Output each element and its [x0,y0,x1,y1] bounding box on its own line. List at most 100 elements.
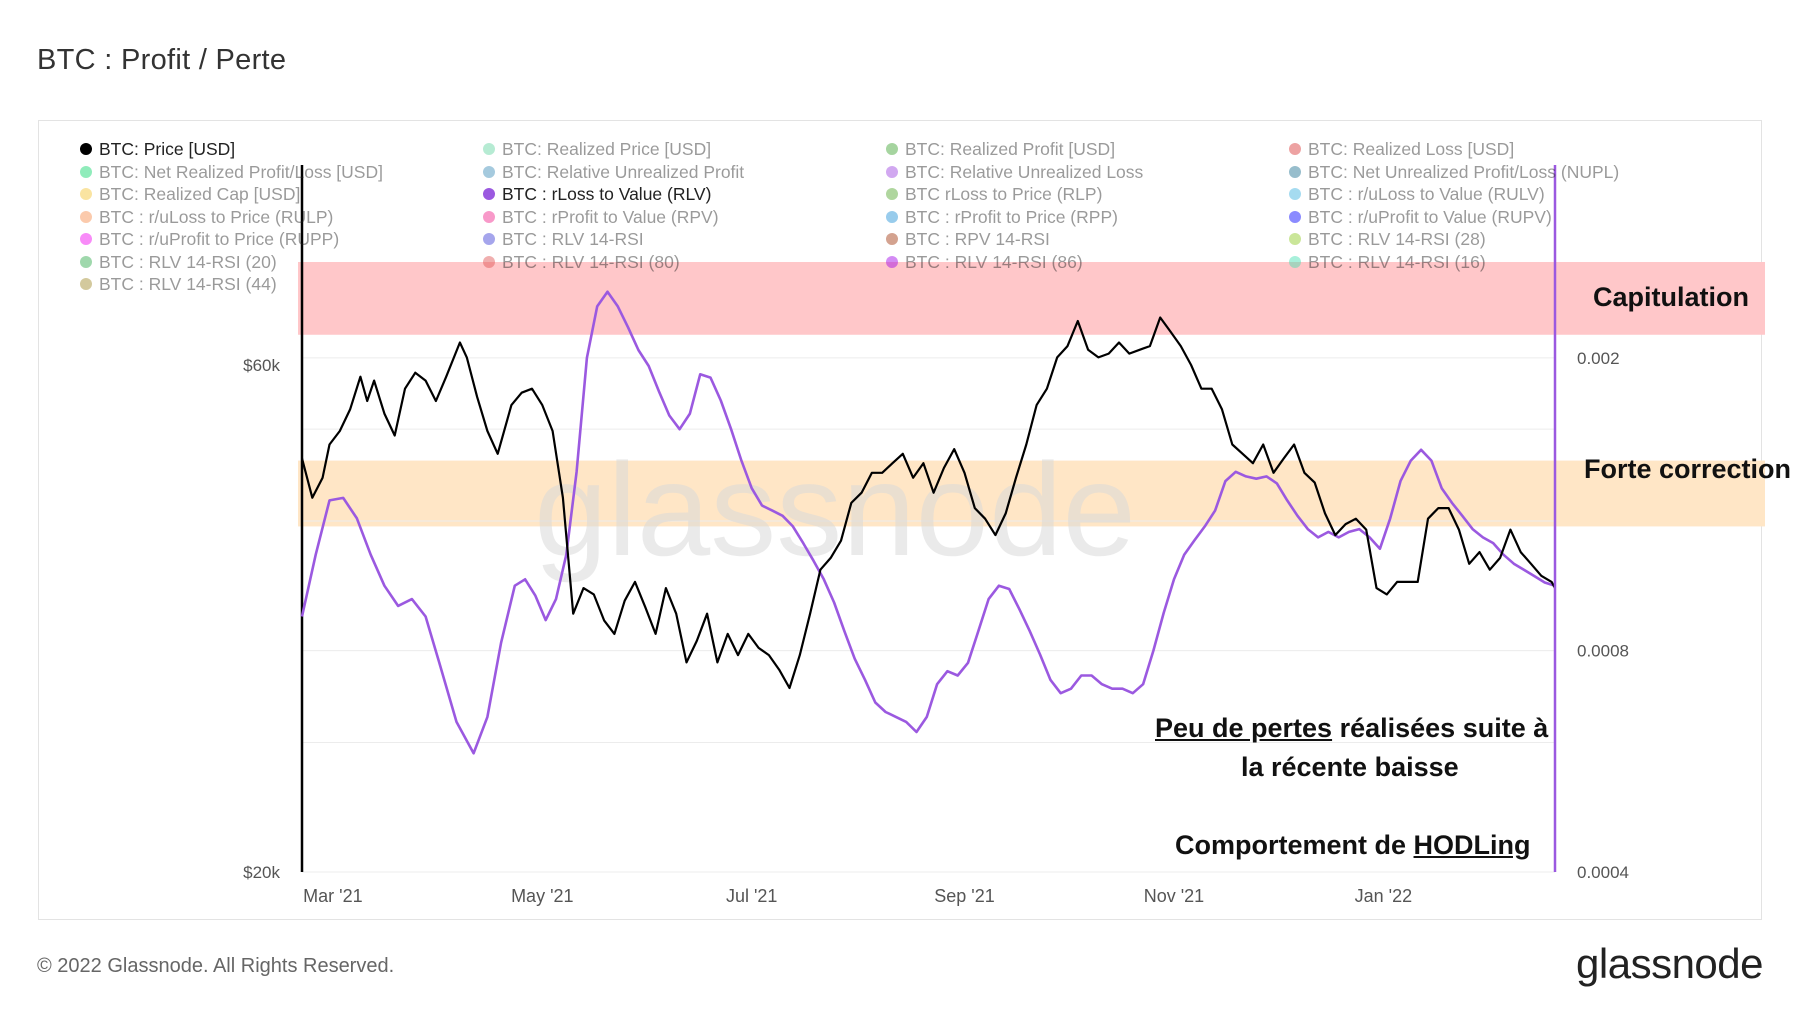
annotation-losses-rest: réalisées suite à [1332,713,1549,743]
legend-dot-icon [886,210,898,223]
legend-label: BTC : RLV 14-RSI (28) [1308,229,1486,249]
y-right-tick-label: 0.0008 [1577,642,1629,661]
legend-dot-icon [483,210,495,223]
annotation-hodl: Comportement de HODLing [1175,830,1531,861]
legend-dot-icon [1289,210,1301,223]
y-right-tick-label: 0.002 [1577,349,1620,368]
annotation-losses: Peu de pertes réalisées suite à [1155,713,1548,744]
legend-item[interactable]: BTC: Net Unrealized Profit/Loss (NUPL) [1289,161,1692,184]
legend-label: BTC: Realized Profit [USD] [905,139,1116,159]
legend-item[interactable]: BTC : RPV 14-RSI [886,228,1289,251]
annotation-hodl-text: Comportement de [1175,830,1414,860]
x-tick-label: Nov '21 [1144,886,1204,906]
legend-item[interactable]: BTC: Net Realized Profit/Loss [USD] [80,161,483,184]
legend-item[interactable]: BTC: Realized Cap [USD] [80,183,483,206]
y-left-tick-label: $60k [243,356,280,375]
price-line [300,316,1556,690]
x-tick-label: Mar '21 [303,886,362,906]
legend-dot-icon [886,255,898,268]
legend-label: BTC: Net Unrealized Profit/Loss (NUPL) [1308,161,1620,182]
legend-label: BTC : RLV 14-RSI (20) [99,251,277,272]
legend-item[interactable]: BTC : RLV 14-RSI (44) [80,273,483,296]
x-tick-label: Jan '22 [1355,886,1412,906]
page-title: BTC : Profit / Perte [37,44,287,76]
y-right-tick-label: 0.0004 [1577,863,1629,882]
legend-item[interactable]: BTC : r/uProfit to Price (RUPP) [80,228,483,251]
legend-label: BTC : RLV 14-RSI (44) [99,274,277,294]
y-left-tick-label: $20k [243,863,280,882]
legend-dot-icon [483,188,495,201]
legend-label: BTC : rProfit to Value (RPV) [502,206,719,227]
legend-label: BTC : RLV 14-RSI (86) [905,251,1083,272]
legend-item[interactable]: BTC : RLV 14-RSI [483,228,886,251]
legend-label: BTC : RLV 14-RSI [502,229,644,249]
legend-label: BTC: Net Realized Profit/Loss [USD] [99,161,383,182]
rlv-line [300,290,1556,755]
legend-item[interactable]: BTC : RLV 14-RSI (86) [886,251,1289,274]
legend-dot-icon [80,233,92,246]
legend-dot-icon [80,188,92,201]
x-tick-label: May '21 [511,886,573,906]
legend-item[interactable]: BTC : RLV 14-RSI (20) [80,251,483,274]
legend-label: BTC : RLV 14-RSI (80) [502,251,680,272]
legend-dot-icon [483,255,495,268]
legend-item[interactable]: BTC rLoss to Price (RLP) [886,183,1289,206]
legend-label: BTC: Relative Unrealized Loss [905,161,1144,182]
legend-dot-icon [1289,233,1301,246]
legend-label: BTC: Realized Loss [USD] [1308,139,1515,159]
legend-item[interactable]: BTC : r/uLoss to Value (RULV) [1289,183,1692,206]
chart-legend: BTC: Price [USD] BTC: Realized Price [USD… [80,138,1680,296]
legend-item[interactable]: BTC : RLV 14-RSI (16) [1289,251,1692,274]
legend-dot-icon [80,210,92,223]
legend-label: BTC: Relative Unrealized Profit [502,161,745,182]
legend-dot-icon [483,143,495,156]
legend-item[interactable]: BTC : rProfit to Value (RPV) [483,206,886,229]
annotation-hodl-emph: HODLing [1413,830,1531,860]
legend-item[interactable]: BTC: Price [USD] [80,138,483,161]
legend-label: BTC rLoss to Price (RLP) [905,184,1103,204]
legend-label: BTC : r/uProfit to Price (RUPP) [99,229,340,249]
legend-label: BTC: Realized Price [USD] [502,139,712,159]
legend-item[interactable]: BTC: Realized Price [USD] [483,138,886,161]
legend-dot-icon [886,143,898,156]
legend-label: BTC : RLV 14-RSI (16) [1308,251,1486,272]
glassnode-logo: glassnode [1576,940,1763,987]
legend-dot-icon [80,278,92,291]
legend-item[interactable]: BTC: Realized Profit [USD] [886,138,1289,161]
annotation-capitulation: Capitulation [1593,282,1749,312]
annotation-losses-emph: Peu de pertes [1155,713,1333,743]
annotation-losses-line2: la récente baisse [1241,752,1459,782]
legend-item[interactable]: BTC : RLV 14-RSI (80) [483,251,886,274]
legend-dot-icon [1289,143,1301,156]
correction-band [298,460,1765,527]
legend-dot-icon [886,188,898,201]
legend-item[interactable]: BTC : r/uProfit to Value (RUPV) [1289,206,1692,229]
legend-dot-icon [80,255,92,268]
legend-dot-icon [1289,255,1301,268]
legend-item[interactable]: BTC : RLV 14-RSI (28) [1289,228,1692,251]
footer-copyright: © 2022 Glassnode. All Rights Reserved. [37,955,395,977]
legend-label: BTC: Realized Cap [USD] [99,184,301,204]
chart-watermark: glassnode [534,436,1136,583]
legend-dot-icon [1289,165,1301,178]
legend-item[interactable]: BTC: Relative Unrealized Profit [483,161,886,184]
legend-item[interactable]: BTC: Realized Loss [USD] [1289,138,1692,161]
capitulation-band [298,262,1765,335]
legend-dot-icon [1289,188,1301,201]
legend-label: BTC : rLoss to Value (RLV) [502,184,712,204]
legend-label: BTC : r/uProfit to Value (RUPV) [1308,206,1552,227]
legend-label: BTC: Price [USD] [99,139,236,159]
legend-dot-icon [886,233,898,246]
legend-dot-icon [886,165,898,178]
legend-label: BTC : rProfit to Price (RPP) [905,206,1118,227]
legend-dot-icon [80,143,92,156]
legend-dot-icon [80,165,92,178]
legend-label: BTC : RPV 14-RSI [905,229,1050,249]
legend-item[interactable]: BTC: Relative Unrealized Loss [886,161,1289,184]
legend-item[interactable]: BTC : rProfit to Price (RPP) [886,206,1289,229]
legend-item[interactable]: BTC : rLoss to Value (RLV) [483,183,886,206]
legend-item[interactable]: BTC : r/uLoss to Price (RULP) [80,206,483,229]
legend-label: BTC : r/uLoss to Value (RULV) [1308,184,1545,204]
legend-label: BTC : r/uLoss to Price (RULP) [99,206,334,227]
